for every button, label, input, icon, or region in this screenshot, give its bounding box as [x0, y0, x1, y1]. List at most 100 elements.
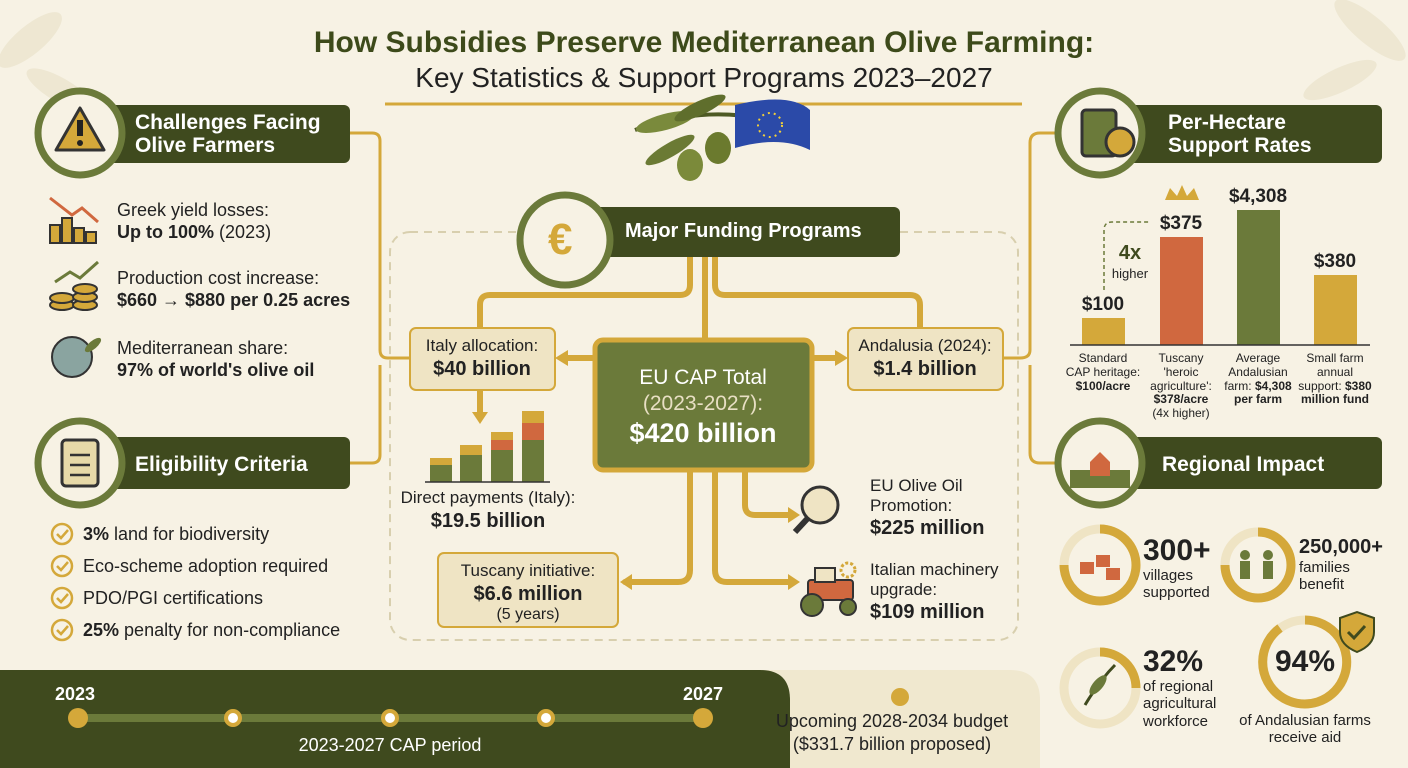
shape [1080, 562, 1094, 574]
shape [50, 522, 74, 642]
shape [800, 485, 840, 525]
caption-note: (4x higher) [1152, 406, 1210, 421]
shape [814, 567, 836, 583]
caption-bold: $4,308 per farm [1233, 378, 1292, 407]
caption: Standard CAP heritage: [1065, 351, 1141, 379]
center-label: EU CAP Total [639, 366, 767, 389]
shape [835, 350, 848, 366]
shape [90, 437, 350, 489]
value: 25% [83, 620, 120, 640]
center-amount: $420 billion [629, 418, 777, 448]
shape [61, 217, 73, 244]
shape [51, 336, 93, 378]
bar-caption: Tuscany 'heroic agriculture': $378/acre … [1144, 351, 1218, 421]
shape [472, 350, 848, 590]
shape: € [548, 215, 572, 264]
shape [430, 465, 452, 482]
section-title: Regional Impact [1162, 453, 1325, 476]
shape [1099, 647, 1141, 689]
shape [491, 432, 513, 440]
shape [56, 561, 69, 572]
item-label: Italian machinery upgrade: [870, 560, 999, 599]
timeline-start: 2023 [54, 684, 96, 704]
subtitle: Key Statistics & Support Programs 2023–2… [415, 62, 993, 93]
shape [49, 292, 75, 304]
shape [516, 191, 614, 289]
annotation-value: 4x [1118, 242, 1142, 264]
shape [1334, 0, 1406, 61]
shape [1110, 105, 1382, 163]
shape [555, 207, 900, 257]
shape [68, 708, 713, 728]
upcoming-note: ($331.7 billion proposed) [792, 734, 992, 754]
stat-label: of regional agricultural workforce [1143, 678, 1217, 730]
bar-value: $100 [1081, 294, 1125, 315]
shape [1003, 131, 1115, 360]
shape [381, 709, 399, 727]
stat-label: families benefit [1299, 559, 1350, 594]
shape [1303, 59, 1377, 101]
item-value: $660 → $880 per 0.25 acres [117, 290, 351, 310]
shape [84, 337, 102, 353]
box-label: Tuscany initiative: [460, 561, 596, 580]
item-amount: $225 million [870, 517, 985, 539]
shape [735, 99, 810, 150]
shape [705, 132, 731, 164]
shape [742, 467, 793, 518]
timeline-end: 2027 [682, 684, 724, 704]
shape [592, 337, 815, 473]
shape [1104, 126, 1136, 158]
text: land for biodiversity [114, 524, 270, 544]
shape [839, 598, 857, 616]
bar-caption: Average Andalusian farm: $4,308 per farm [1221, 351, 1295, 407]
caption: Average Andalusian farm: [1224, 351, 1288, 393]
shape [1240, 550, 1273, 579]
caption-bold: $380 million fund [1301, 378, 1372, 407]
shape [49, 196, 99, 224]
shape [788, 574, 800, 590]
shape [1082, 318, 1125, 345]
shape [430, 458, 452, 465]
shape [1314, 275, 1357, 345]
shape [1059, 524, 1141, 606]
shape [555, 350, 568, 366]
shape [522, 411, 544, 423]
shape [224, 709, 555, 727]
timeline-label: 2023-2027 CAP period [298, 735, 482, 755]
shape [674, 94, 726, 122]
shape [477, 254, 693, 331]
annotation-text: higher [1111, 266, 1149, 281]
caption: Tuscany 'heroic agriculture': [1150, 351, 1212, 393]
shape [757, 112, 783, 138]
shape [1070, 470, 1130, 488]
bar-value: $375 [1159, 213, 1203, 234]
shape [49, 224, 61, 244]
check-item: 3% land for biodiversity [83, 524, 269, 545]
item-label: Production cost increase: [117, 268, 320, 288]
shape [1263, 550, 1273, 560]
shape [1080, 555, 1120, 580]
shape [847, 327, 1004, 391]
section-title: Eligibility Criteria [135, 453, 308, 476]
shape [1220, 527, 1296, 603]
shape [1165, 185, 1199, 200]
upcoming: Upcoming 2028-2034 budget [775, 711, 1009, 731]
shape [1240, 550, 1250, 560]
shape [460, 445, 482, 455]
shape [60, 438, 100, 488]
shape [1103, 221, 1150, 290]
stat-value: 250,000+ [1299, 536, 1383, 558]
shape [491, 440, 513, 450]
shape [1237, 210, 1280, 345]
shape [745, 670, 1040, 768]
box-label: Italy allocation: [425, 336, 539, 355]
shape [350, 365, 382, 465]
shape [1059, 524, 1352, 729]
bar-caption: Small farm annual support: $380 million … [1295, 351, 1375, 407]
shape [68, 708, 88, 728]
shape [712, 254, 923, 331]
item-amount: $109 million [870, 601, 985, 623]
shape [73, 227, 85, 244]
